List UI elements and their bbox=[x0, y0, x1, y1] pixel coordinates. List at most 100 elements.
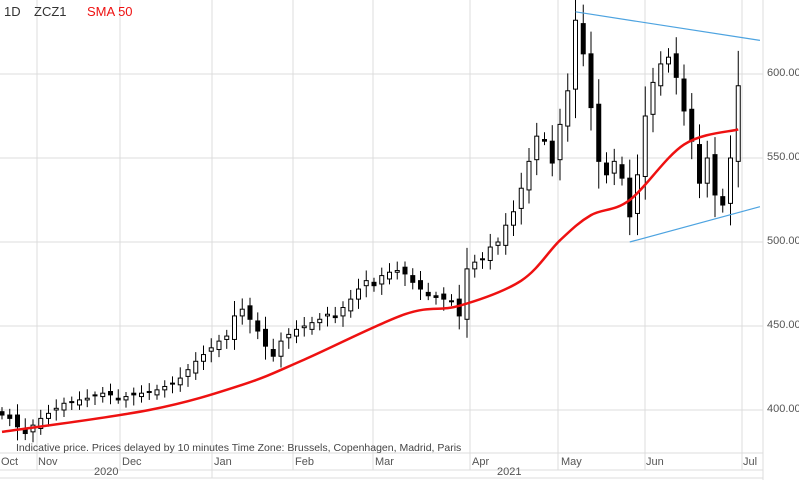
year-label: 2020 bbox=[94, 466, 119, 478]
candle-body bbox=[456, 298, 462, 317]
candle-body bbox=[46, 412, 51, 419]
candle-body bbox=[53, 407, 59, 411]
candle-body bbox=[201, 354, 206, 362]
sma-legend[interactable]: SMA 50 bbox=[87, 4, 133, 19]
candle-body bbox=[224, 335, 230, 340]
candle-body bbox=[712, 154, 718, 196]
candle-body bbox=[565, 90, 571, 127]
candle-body bbox=[84, 397, 90, 401]
candle-body bbox=[480, 258, 485, 261]
year-label: 2021 bbox=[497, 466, 522, 478]
candle-body bbox=[239, 308, 245, 317]
y-tick-label: 400.00 bbox=[767, 403, 799, 415]
candle-body bbox=[177, 377, 183, 386]
candle-body bbox=[193, 360, 199, 374]
x-tick-label: Dec bbox=[122, 456, 142, 468]
candle-body bbox=[325, 313, 330, 317]
x-tick-label: Feb bbox=[295, 456, 314, 468]
y-tick-label: 600.00 bbox=[767, 67, 799, 79]
candle-body bbox=[650, 81, 656, 115]
candle-body bbox=[387, 271, 392, 280]
candle-body bbox=[658, 63, 664, 87]
candle-body bbox=[433, 295, 439, 298]
candle-body bbox=[728, 157, 733, 204]
candle-body bbox=[511, 211, 516, 226]
candle-body bbox=[131, 392, 137, 396]
x-tick-label: Mar bbox=[375, 456, 394, 468]
candle-body bbox=[61, 402, 67, 411]
x-tick-label: Jun bbox=[646, 456, 664, 468]
x-tick-label: Nov bbox=[38, 456, 58, 468]
candle-body bbox=[666, 56, 671, 65]
candle-body bbox=[596, 103, 602, 162]
candle-body bbox=[286, 333, 292, 339]
candle-body bbox=[100, 392, 106, 398]
candle-body bbox=[332, 315, 338, 319]
candle-body bbox=[394, 270, 400, 273]
candle-body bbox=[720, 196, 726, 206]
candle-body bbox=[108, 391, 113, 396]
candle-body bbox=[495, 241, 501, 246]
x-tick-label: Jul bbox=[743, 456, 758, 468]
candle-body bbox=[270, 349, 276, 357]
candle-body bbox=[402, 266, 408, 275]
candle-body bbox=[619, 164, 625, 179]
candle-body bbox=[7, 414, 13, 419]
y-tick-label: 500.00 bbox=[767, 235, 799, 247]
candle-body bbox=[472, 261, 478, 270]
trendline bbox=[575, 11, 761, 41]
candle-body bbox=[185, 369, 191, 377]
candle-body bbox=[425, 291, 431, 297]
candle-body bbox=[604, 162, 609, 176]
candle-body bbox=[317, 318, 323, 324]
candle-body bbox=[123, 396, 129, 401]
x-tick-label: Apr bbox=[472, 456, 490, 468]
candle-body bbox=[216, 340, 222, 351]
candle-body bbox=[580, 23, 586, 55]
interval-label[interactable]: 1D bbox=[4, 4, 21, 19]
candle-body bbox=[294, 328, 299, 337]
candle-body bbox=[464, 268, 470, 320]
candle-body bbox=[263, 328, 268, 347]
candle-body bbox=[38, 417, 44, 429]
x-tick-label: May bbox=[561, 456, 582, 468]
candle-body bbox=[418, 280, 423, 290]
candle-body bbox=[681, 78, 687, 112]
candle-body bbox=[673, 53, 679, 78]
candle-body bbox=[348, 298, 354, 312]
candle-body bbox=[441, 293, 447, 300]
y-tick-label: 550.00 bbox=[767, 151, 799, 163]
candle-body bbox=[410, 275, 416, 283]
candle-body bbox=[611, 160, 617, 174]
x-tick-label: Oct bbox=[1, 456, 19, 468]
candle-body bbox=[356, 288, 361, 300]
candle-body bbox=[309, 322, 315, 330]
candle-body bbox=[557, 123, 563, 161]
candle-body bbox=[162, 385, 168, 391]
candle-body bbox=[139, 392, 144, 398]
candle-body bbox=[154, 389, 160, 396]
candle-body bbox=[689, 108, 695, 142]
candle-body bbox=[363, 280, 369, 287]
candle-body bbox=[704, 157, 710, 184]
candle-body bbox=[526, 160, 532, 191]
candle-body bbox=[588, 53, 594, 109]
candle-body bbox=[697, 144, 702, 184]
sma50-line bbox=[1, 128, 739, 434]
candle-body bbox=[340, 307, 346, 317]
y-tick-label: 450.00 bbox=[767, 319, 799, 331]
candle-body bbox=[208, 347, 214, 352]
candle-body bbox=[573, 19, 578, 90]
candle-body bbox=[534, 135, 540, 161]
symbol-label[interactable]: ZCZ1 bbox=[34, 4, 67, 19]
candle-body bbox=[379, 275, 385, 285]
candle-body bbox=[146, 391, 152, 394]
candle-body bbox=[77, 399, 82, 406]
candle-body bbox=[69, 401, 75, 404]
candle-body bbox=[247, 305, 253, 320]
candle-body bbox=[301, 325, 307, 329]
candle-body bbox=[92, 394, 98, 397]
candle-body bbox=[449, 300, 454, 303]
